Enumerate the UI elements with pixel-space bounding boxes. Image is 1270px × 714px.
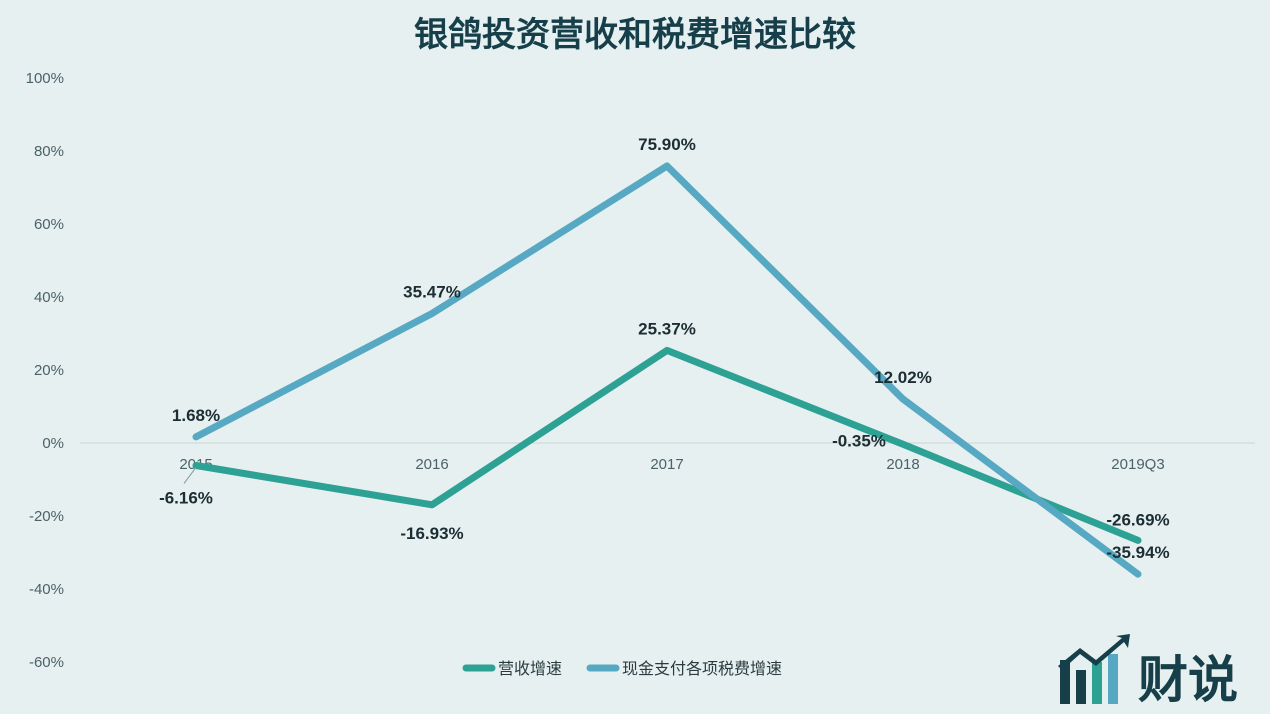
y-tick-label: 0%	[42, 435, 64, 452]
legend-label: 现金支付各项税费增速	[622, 659, 782, 678]
x-tick-label: 2019Q3	[1111, 456, 1164, 473]
data-label: 12.02%	[874, 368, 932, 387]
series-line-1	[192, 162, 1142, 578]
data-label: 35.47%	[403, 283, 461, 302]
data-label: -6.16%	[159, 488, 213, 507]
data-label: 1.68%	[172, 406, 220, 425]
series-line-0	[192, 346, 1142, 544]
caishuo-logo: 财说	[1058, 634, 1238, 709]
logo-arrow-icon	[1058, 634, 1130, 670]
x-tick-label: 2018	[886, 456, 919, 473]
y-tick-label: 100%	[26, 70, 64, 87]
y-tick-label: 40%	[34, 289, 64, 306]
y-tick-label: 80%	[34, 143, 64, 160]
data-label: -16.93%	[400, 524, 463, 543]
data-labels: -6.16% -16.93% 25.37% -0.35% -26.69% 1.68% 35.…	[159, 135, 1170, 562]
leader-line	[183, 467, 197, 484]
y-tick-label: -40%	[29, 581, 64, 598]
y-axis: 100% 80% 60% 40% 20% 0% -20% -40% -60%	[26, 70, 64, 671]
x-axis: 2015 2016 2017 2018 2019Q3	[179, 456, 1164, 473]
y-tick-label: -20%	[29, 508, 64, 525]
x-tick-label: 2017	[650, 456, 683, 473]
series-layer	[192, 162, 1142, 578]
x-tick-label: 2016	[415, 456, 448, 473]
data-label: -35.94%	[1106, 543, 1169, 562]
chart-title: 银鸽投资营收和税费增速比较	[414, 15, 856, 55]
logo-bar	[1092, 662, 1102, 704]
legend: 营收增速 现金支付各项税费增速	[462, 659, 782, 678]
data-label: -0.35%	[832, 431, 886, 450]
logo-text: 财说	[1138, 651, 1238, 709]
data-label: 25.37%	[638, 319, 696, 338]
data-label: 75.90%	[638, 135, 696, 154]
logo-bar	[1108, 654, 1118, 704]
logo-bar	[1076, 670, 1086, 704]
y-tick-label: 60%	[34, 216, 64, 233]
logo-bar	[1060, 660, 1070, 704]
data-label: -26.69%	[1106, 510, 1169, 529]
y-tick-label: 20%	[34, 362, 64, 379]
y-tick-label: -60%	[29, 654, 64, 671]
legend-label: 营收增速	[498, 659, 562, 678]
